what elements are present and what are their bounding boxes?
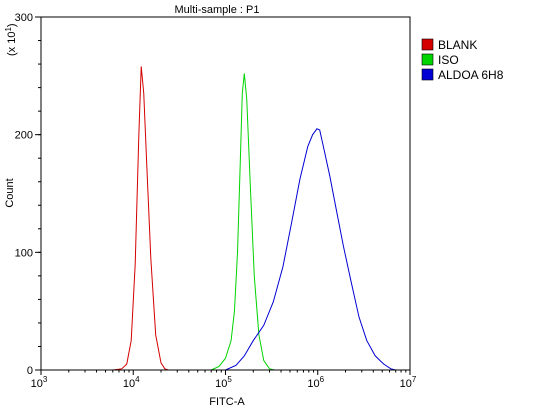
y-tick-label: 0 bbox=[27, 365, 33, 377]
y-multiplier-label: (x 101) bbox=[4, 23, 18, 56]
y-multiplier-prefix: (x 10 bbox=[6, 32, 18, 56]
legend-swatch-blank bbox=[422, 39, 433, 50]
x-tick-label: 107 bbox=[400, 375, 417, 390]
x-tick-label: 104 bbox=[123, 375, 140, 390]
legend-label-iso: ISO bbox=[438, 53, 459, 67]
y-axis-label: Count bbox=[4, 178, 16, 207]
plot-frame bbox=[41, 17, 410, 370]
y-tick-label: 300 bbox=[15, 12, 33, 24]
x-axis-label: FITC-A bbox=[209, 396, 245, 408]
chart-title: Multi-sample : P1 bbox=[175, 4, 260, 16]
series-line-blank bbox=[113, 66, 169, 370]
x-tick-label: 103 bbox=[31, 375, 48, 390]
x-tick-label: 105 bbox=[215, 375, 232, 390]
y-tick-label: 200 bbox=[15, 130, 33, 142]
x-tick-label: 106 bbox=[307, 375, 324, 390]
y-tick-label: 100 bbox=[15, 247, 33, 259]
series-line-aldoa-6h8 bbox=[226, 129, 396, 370]
svg-text:(x 101): (x 101) bbox=[4, 23, 18, 56]
legend-swatch-aldoa-6h8 bbox=[422, 69, 433, 80]
legend-label-blank: BLANK bbox=[438, 38, 477, 52]
series-line-iso bbox=[211, 73, 274, 370]
legend-swatch-iso bbox=[422, 54, 433, 65]
legend-label-aldoa-6h8: ALDOA 6H8 bbox=[438, 68, 504, 82]
